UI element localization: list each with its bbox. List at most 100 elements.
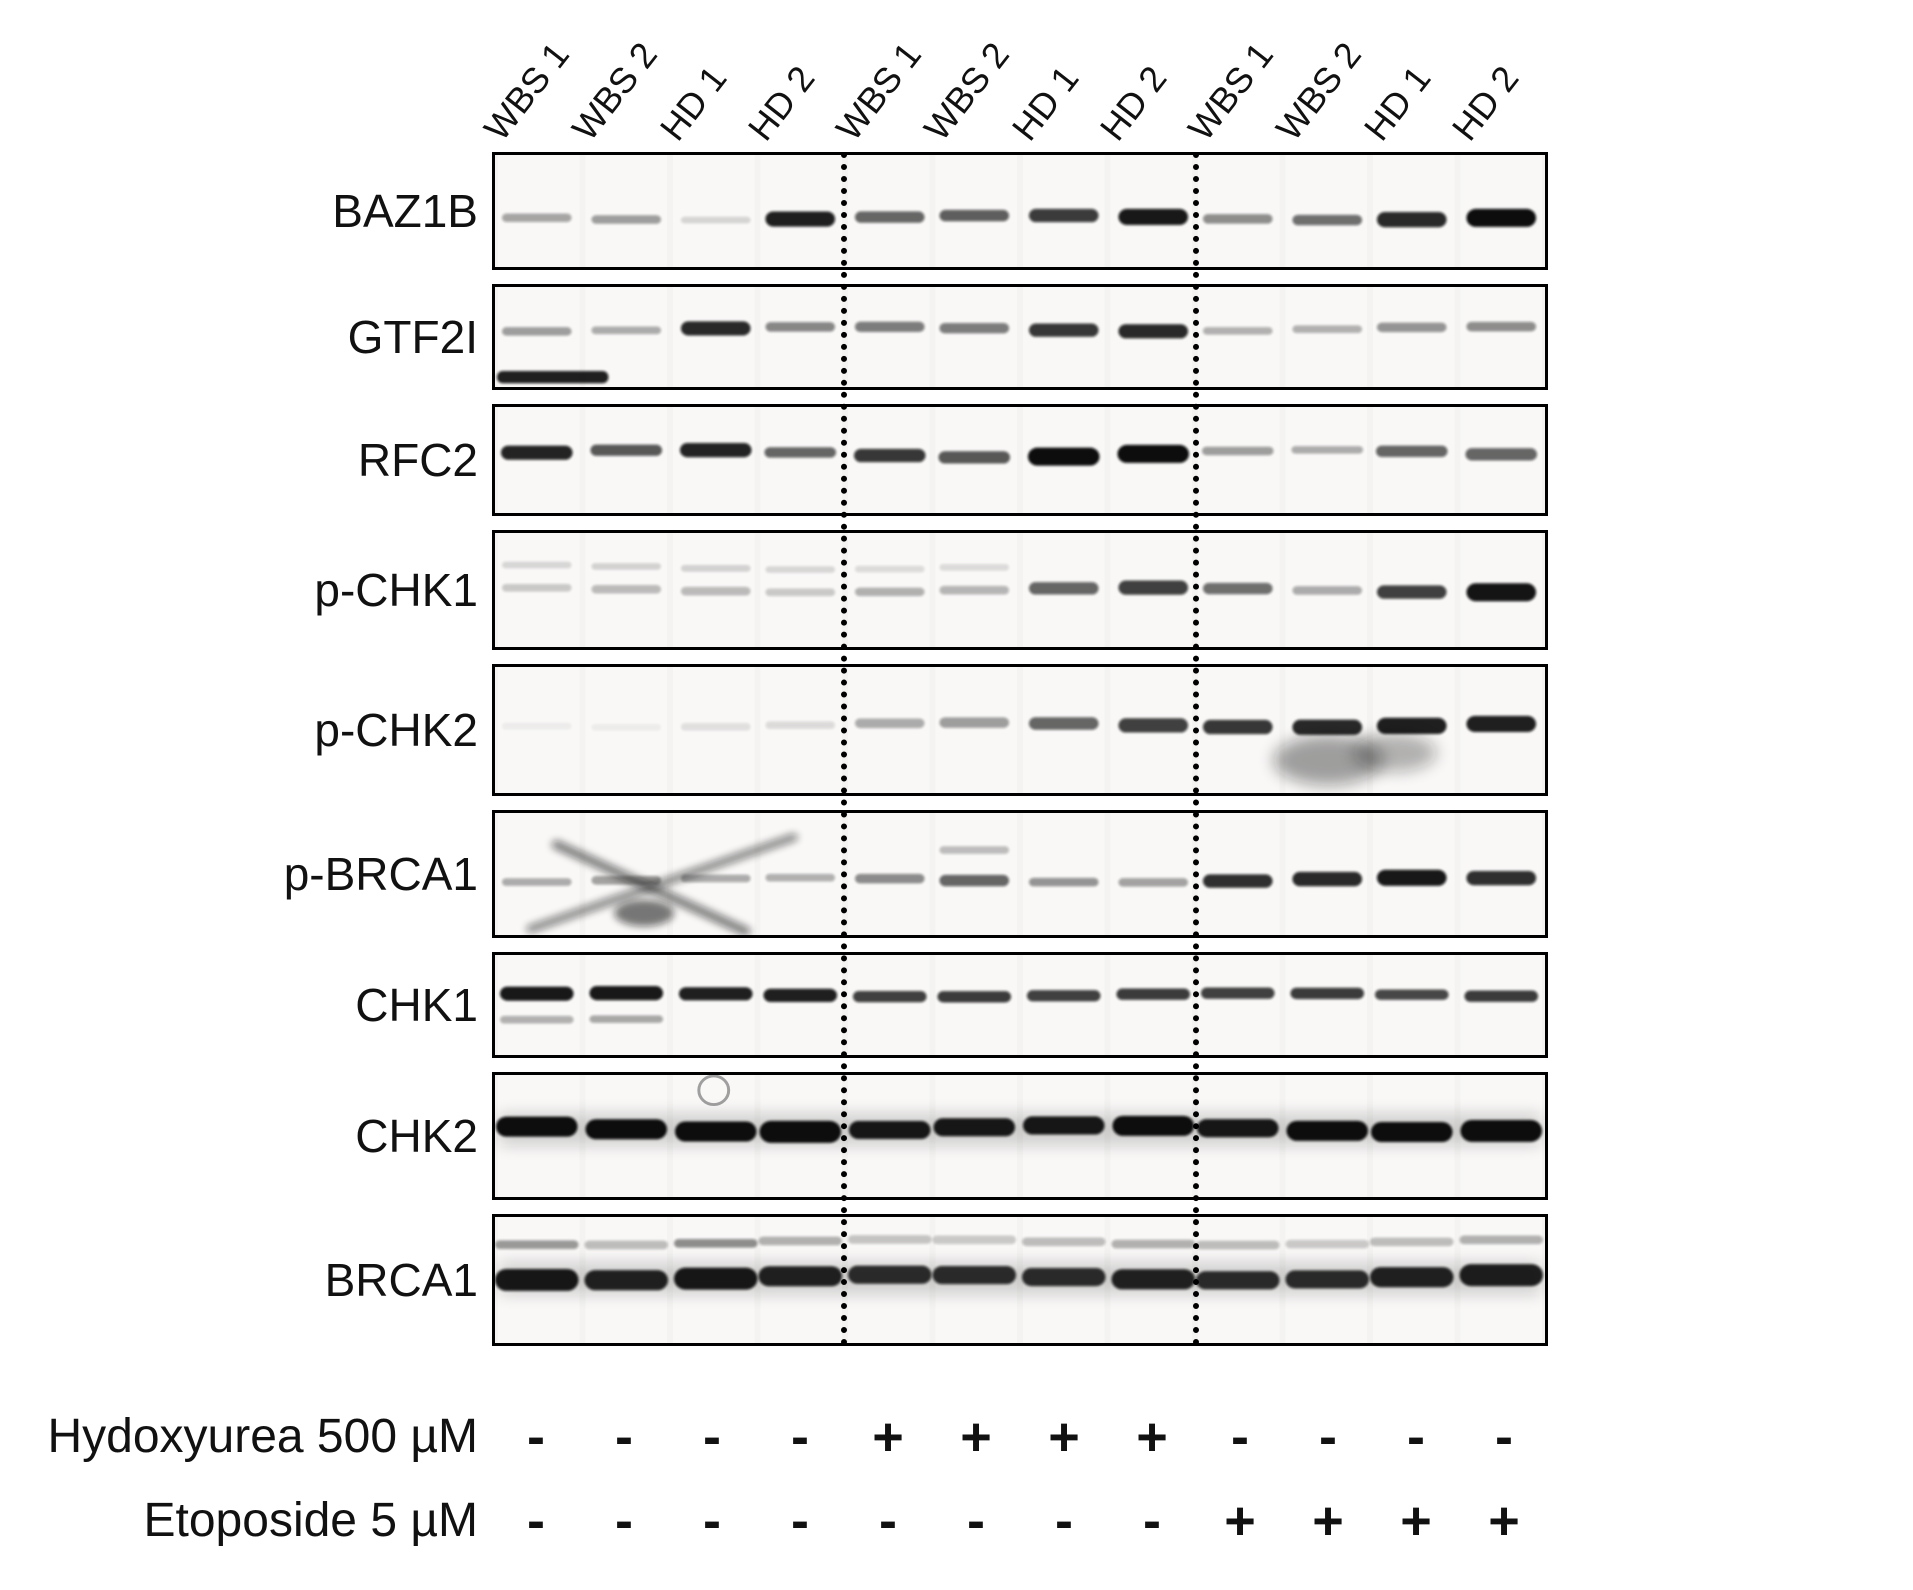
protein-band <box>1376 322 1447 333</box>
blot-panel-CHK1 <box>492 952 1548 1058</box>
protein-band <box>680 586 751 596</box>
treatment-symbol: - <box>967 1491 985 1551</box>
protein-band <box>765 211 836 227</box>
panel-background <box>495 533 1545 647</box>
lane-shading <box>1285 287 1368 387</box>
treatment-symbol: - <box>1407 1407 1425 1467</box>
protein-band <box>939 585 1010 595</box>
protein-band <box>495 1240 579 1249</box>
group-separator-2 <box>1193 152 1199 1346</box>
treatment-symbol: - <box>615 1407 633 1467</box>
lane-shading <box>935 667 1018 793</box>
protein-band <box>591 584 662 594</box>
lane-shading <box>1022 287 1105 387</box>
blot-image <box>495 1075 1545 1197</box>
protein-band <box>1465 448 1538 461</box>
protein-band <box>854 321 925 333</box>
protein-band <box>501 213 572 222</box>
lane-shading <box>1197 287 1280 387</box>
protein-band <box>1466 715 1537 733</box>
lane-shading <box>1285 955 1368 1055</box>
protein-band <box>499 1015 574 1024</box>
blot-panel-BAZ1B <box>492 152 1548 270</box>
protein-label-CHK1: CHK1 <box>355 979 478 1031</box>
lane-shading <box>1285 155 1368 267</box>
treatment-label-1: Hydoxyurea 500 µM <box>47 1410 478 1463</box>
blot-image <box>495 155 1545 267</box>
protein-band <box>584 1240 669 1250</box>
protein-band <box>589 986 664 1001</box>
blot-artifact <box>496 370 609 384</box>
protein-band <box>765 588 836 597</box>
lane-shading <box>935 813 1018 935</box>
treatment-symbol: - <box>615 1491 633 1551</box>
blot-image <box>495 287 1545 387</box>
protein-band <box>1117 444 1190 463</box>
protein-band <box>1118 878 1189 887</box>
protein-band <box>501 327 572 336</box>
panel-background <box>495 955 1545 1055</box>
protein-label-CHK2: CHK2 <box>355 1110 478 1162</box>
protein-band <box>501 584 572 592</box>
lane-shading <box>1197 155 1280 267</box>
protein-band <box>1028 323 1099 337</box>
protein-band <box>591 215 662 224</box>
protein-band <box>680 216 751 224</box>
treatment-symbol: + <box>960 1407 992 1467</box>
lane-shading <box>1372 955 1455 1055</box>
blot-panel-p-BRCA1 <box>492 810 1548 938</box>
protein-band <box>1290 987 1365 1000</box>
protein-band <box>1027 447 1100 466</box>
protein-band <box>499 986 574 1001</box>
protein-band <box>1116 988 1191 1000</box>
protein-band <box>1292 214 1363 226</box>
treatment-label-2: Etoposide 5 µM <box>143 1494 479 1547</box>
blot-image <box>495 813 1545 935</box>
protein-band <box>854 873 925 884</box>
protein-band <box>932 1235 1017 1245</box>
treatment-symbol: + <box>1488 1491 1520 1551</box>
treatment-symbol: - <box>791 1407 809 1467</box>
protein-band <box>500 445 573 460</box>
treatment-symbol: - <box>1143 1491 1161 1551</box>
protein-band <box>1285 1239 1370 1249</box>
lane-shading <box>672 407 755 513</box>
panel-background <box>495 287 1545 387</box>
protein-label-GTF2I: GTF2I <box>347 311 478 363</box>
protein-band <box>1464 990 1539 1002</box>
protein-band <box>1021 1237 1106 1247</box>
protein-band <box>854 211 925 223</box>
lane-shading <box>497 287 580 387</box>
protein-band <box>939 874 1010 887</box>
treatment-symbol: + <box>1136 1407 1168 1467</box>
blot-image <box>495 533 1545 647</box>
lane-shading <box>1372 155 1455 267</box>
protein-band <box>765 873 836 882</box>
protein-band <box>763 988 838 1002</box>
protein-band <box>1026 990 1101 1002</box>
protein-band <box>1292 325 1363 333</box>
lane-shading <box>1197 955 1280 1055</box>
protein-band <box>939 717 1010 728</box>
protein-band <box>1118 208 1189 226</box>
treatment-symbol: - <box>1319 1407 1337 1467</box>
protein-band <box>938 451 1011 464</box>
protein-band <box>852 990 927 1003</box>
lane-shading <box>497 667 580 793</box>
lane-shading <box>1022 813 1105 935</box>
protein-band <box>853 448 926 463</box>
treatment-symbol: - <box>1231 1407 1249 1467</box>
protein-band <box>1375 445 1448 457</box>
lane-shading <box>760 287 843 387</box>
protein-band <box>1118 580 1189 595</box>
protein-band <box>1201 446 1274 456</box>
lane-shading <box>1460 287 1543 387</box>
lane-shading <box>1197 407 1280 513</box>
protein-band <box>591 563 662 570</box>
protein-band <box>590 444 663 456</box>
lane-shading <box>672 955 755 1055</box>
protein-band <box>591 723 662 731</box>
protein-band <box>758 1236 843 1246</box>
protein-band <box>1202 214 1273 224</box>
protein-band <box>501 722 572 730</box>
